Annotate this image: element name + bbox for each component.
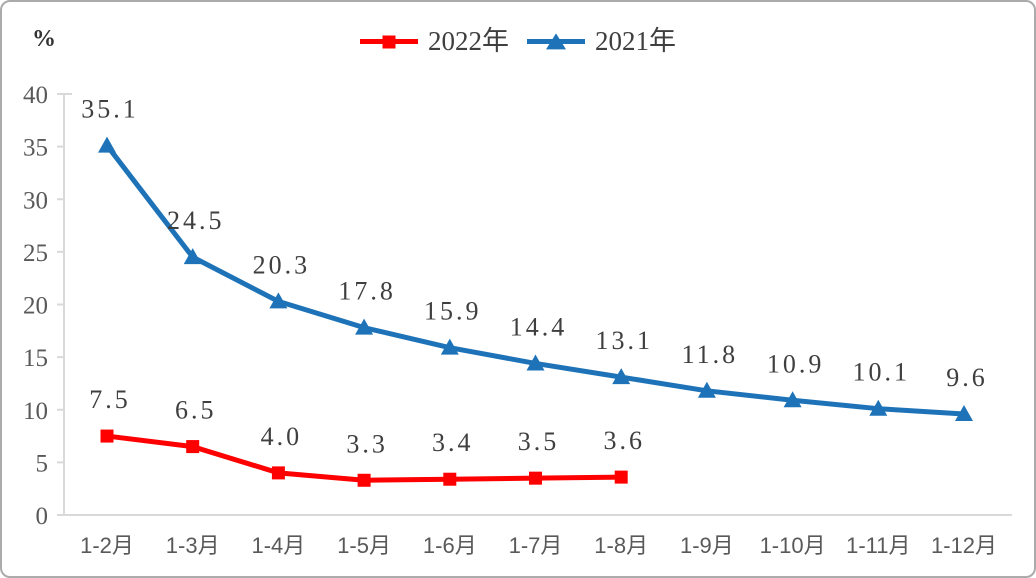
- data-label: 4.0: [261, 422, 303, 451]
- square-marker-icon: [271, 466, 285, 480]
- y-tick-label: 35: [23, 135, 48, 162]
- legend-item-2022: 2022年: [360, 28, 509, 55]
- data-label: 3.3: [346, 429, 388, 458]
- triangle-marker-icon: [783, 391, 802, 408]
- x-tick-label: 1-11月: [846, 533, 910, 558]
- x-tick-label: 1-7月: [509, 533, 563, 558]
- square-marker-icon: [357, 473, 371, 487]
- y-tick-label: 20: [23, 293, 48, 320]
- square-marker-icon: [614, 470, 628, 484]
- data-label: 9.6: [946, 363, 988, 392]
- x-tick-label: 1-9月: [680, 533, 734, 558]
- y-tick-label: 25: [23, 240, 48, 267]
- x-tick-label: 1-3月: [166, 533, 220, 558]
- triangle-marker-icon: [440, 338, 459, 355]
- triangle-marker-icon: [183, 248, 202, 265]
- x-tick-label: 1-10月: [760, 533, 826, 558]
- data-label: 6.5: [175, 396, 217, 425]
- data-label: 11.8: [682, 340, 739, 369]
- data-label: 35.1: [81, 95, 139, 124]
- data-label: 13.1: [595, 326, 653, 355]
- legend-label-2021: 2021年: [595, 26, 676, 56]
- triangle-marker-icon: [526, 354, 545, 371]
- triangle-marker-icon: [955, 404, 973, 421]
- x-tick-label: 1-8月: [594, 533, 648, 558]
- data-label: 3.4: [432, 428, 474, 457]
- y-tick-label: 0: [36, 503, 49, 530]
- x-tick-label: 1-4月: [251, 533, 305, 558]
- x-tick-label: 1-6月: [423, 533, 477, 558]
- triangle-marker-icon: [269, 292, 288, 309]
- y-axis-unit-label: %: [32, 26, 56, 52]
- data-label: 24.5: [167, 206, 225, 235]
- legend-square-marker-icon: [360, 33, 418, 51]
- y-tick-label: 10: [23, 398, 48, 425]
- y-tick-label: 5: [36, 450, 49, 477]
- data-label: 14.4: [510, 312, 568, 341]
- square-marker-icon: [186, 440, 200, 454]
- x-tick-label: 1-12月: [931, 533, 997, 558]
- square-marker-icon: [443, 472, 457, 486]
- data-label: 17.8: [338, 277, 396, 306]
- x-tick-label: 1-5月: [337, 533, 391, 558]
- data-label: 15.9: [424, 297, 482, 326]
- y-tick-label: 40: [23, 82, 48, 109]
- data-label: 20.3: [253, 250, 311, 279]
- square-marker-icon: [100, 429, 114, 443]
- legend-item-2021: 2021年: [527, 28, 676, 55]
- data-label: 10.9: [767, 349, 825, 378]
- series-line-2021年: [104, 143, 967, 417]
- legend-triangle-marker-icon: [527, 32, 585, 51]
- triangle-marker-icon: [869, 399, 888, 416]
- y-tick-label: 15: [23, 345, 48, 372]
- triangle-marker-icon: [355, 318, 374, 335]
- square-marker-icon: [529, 471, 542, 485]
- legend: 2022年 2021年: [2, 28, 1034, 55]
- y-tick-label: 30: [23, 187, 48, 214]
- triangle-marker-icon: [98, 136, 116, 153]
- data-label: 3.5: [518, 427, 560, 456]
- x-tick-label: 1-2月: [80, 533, 134, 558]
- legend-label-2022: 2022年: [428, 26, 509, 56]
- triangle-marker-icon: [612, 368, 631, 385]
- data-label: 3.6: [603, 426, 645, 455]
- triangle-marker-icon: [697, 381, 716, 398]
- data-label: 10.1: [853, 358, 911, 387]
- data-label: 7.5: [89, 385, 131, 414]
